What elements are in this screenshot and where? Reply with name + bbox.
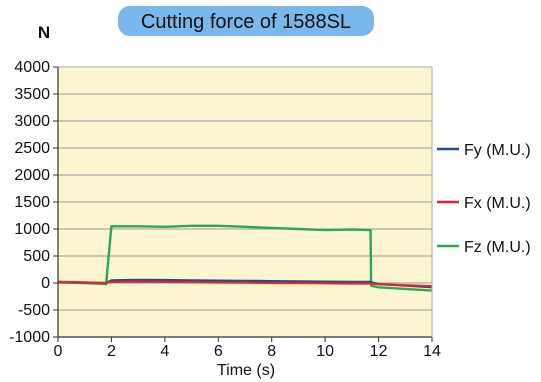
series-line-fx — [57, 280, 433, 288]
y-tick-label: -500 — [18, 302, 50, 319]
x-tick-label: 2 — [107, 343, 116, 360]
y-unit-label: N — [38, 23, 50, 42]
x-tick-label: 0 — [54, 343, 63, 360]
legend-label-fx: Fx (M.U.) — [464, 195, 531, 212]
y-tick-label: 2000 — [14, 167, 50, 184]
y-tick-label: 3000 — [14, 113, 50, 130]
y-tick-label: 0 — [41, 275, 50, 292]
y-tick-label: 500 — [23, 248, 50, 265]
y-tick-label: 4000 — [14, 59, 50, 76]
legend-label-fz: Fz (M.U.) — [464, 239, 531, 256]
y-tick-label: 3500 — [14, 86, 50, 103]
x-tick-label: 4 — [160, 343, 169, 360]
y-tick-label: 2500 — [14, 140, 50, 157]
series-line-fz — [57, 224, 433, 292]
legend-label-fy: Fy (M.U.) — [464, 142, 531, 159]
x-tick-label: 12 — [370, 343, 388, 360]
y-tick-label: 1000 — [14, 221, 50, 238]
x-axis-title: Time (s) — [217, 362, 275, 379]
y-tick-label: -1000 — [9, 329, 50, 346]
x-tick-label: 6 — [214, 343, 223, 360]
x-tick-label: 14 — [423, 343, 441, 360]
chart-title: Cutting force of 1588SL — [141, 11, 351, 33]
x-tick-label: 8 — [267, 343, 276, 360]
x-tick-label: 10 — [316, 343, 334, 360]
plot-area: 4000 3500 3000 2500 2000 1500 1000 500 0 -500 -100… — [9, 59, 441, 360]
legend: Fy (M.U.) Fx (M.U.) Fz (M.U.) — [437, 142, 531, 256]
chart-title-background — [118, 6, 374, 36]
y-tick-label: 1500 — [14, 194, 50, 211]
